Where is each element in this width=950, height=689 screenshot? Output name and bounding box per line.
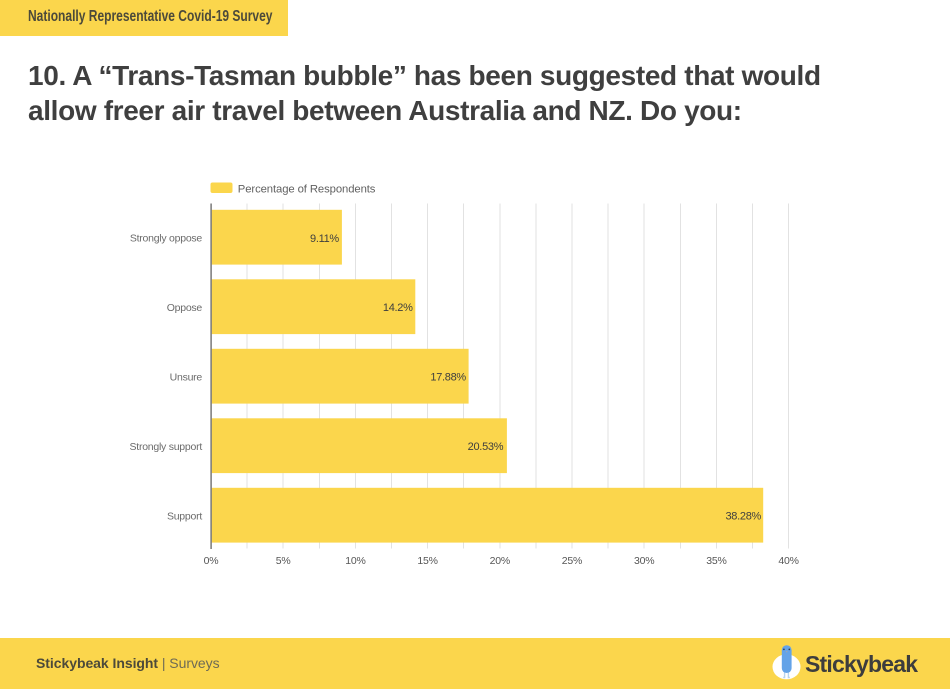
svg-text:15%: 15%: [417, 555, 437, 567]
svg-text:Support: Support: [167, 511, 202, 523]
svg-text:Percentage of Respondents: Percentage of Respondents: [238, 183, 376, 195]
svg-text:9.11%: 9.11%: [310, 233, 339, 245]
svg-text:Strongly oppose: Strongly oppose: [130, 233, 203, 245]
svg-text:20.53%: 20.53%: [468, 441, 504, 453]
svg-text:Oppose: Oppose: [167, 302, 203, 314]
svg-text:14.2%: 14.2%: [383, 302, 413, 314]
svg-text:Unsure: Unsure: [170, 372, 203, 384]
svg-text:30%: 30%: [634, 555, 654, 567]
svg-text:40%: 40%: [778, 555, 798, 567]
svg-text:0%: 0%: [204, 555, 219, 567]
svg-text:25%: 25%: [562, 555, 582, 567]
svg-text:10%: 10%: [345, 555, 365, 567]
svg-text:5%: 5%: [276, 555, 291, 567]
svg-text:38.28%: 38.28%: [725, 510, 761, 522]
svg-text:Nationally Representative Covi: Nationally Representative Covid-19 Surve…: [28, 8, 273, 25]
svg-text:Strongly support: Strongly support: [130, 441, 203, 453]
svg-text:35%: 35%: [706, 555, 726, 567]
svg-text:17.88%: 17.88%: [430, 371, 466, 383]
svg-text:20%: 20%: [490, 555, 510, 567]
